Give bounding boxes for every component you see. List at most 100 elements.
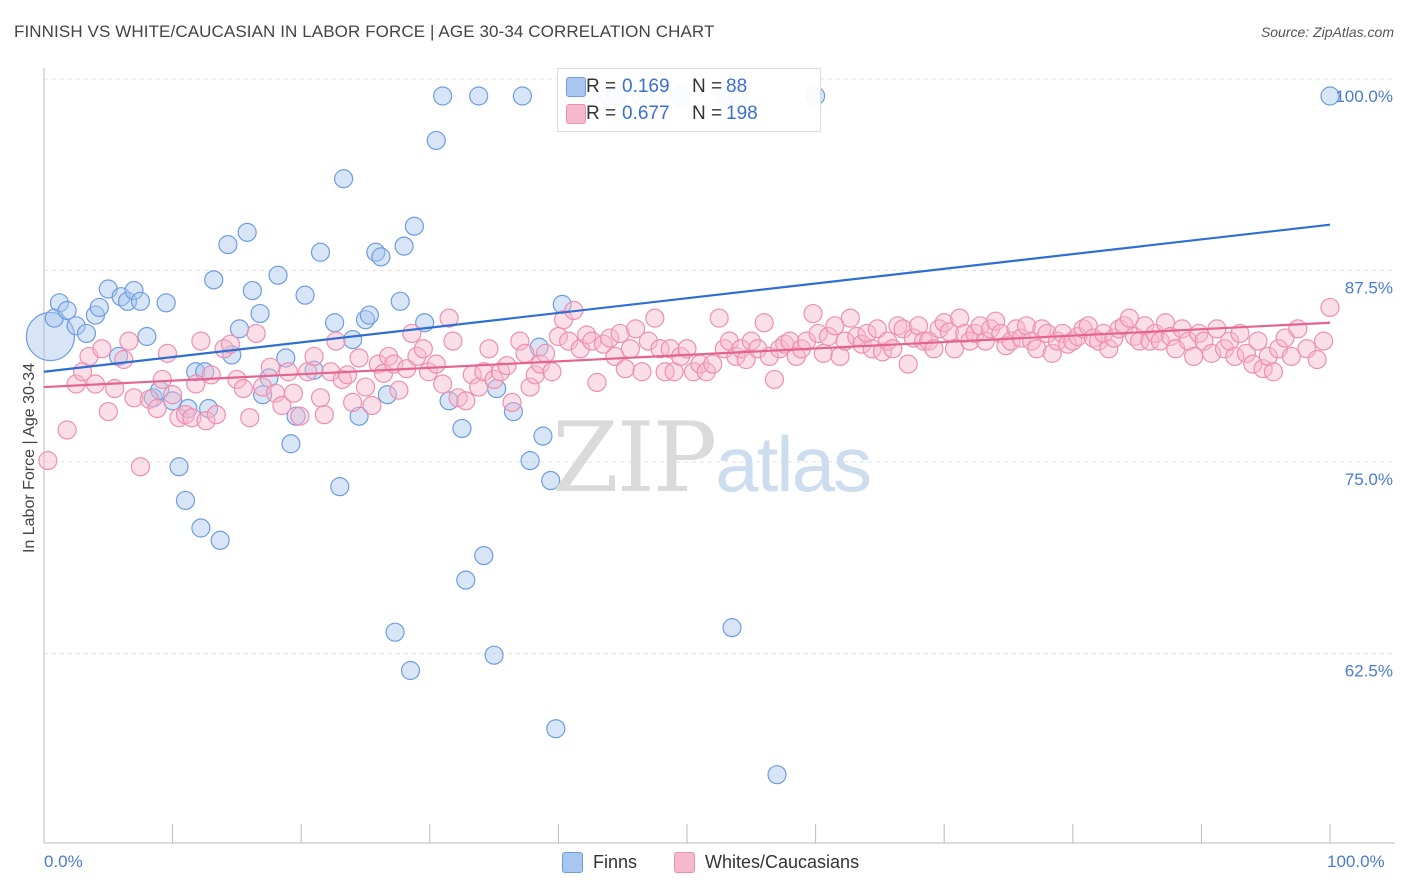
whites-point [934,313,954,333]
finns-point [57,300,77,321]
y-tick-labels: 62.5% 75.0% 87.5% 100.0% [1335,87,1393,681]
whites-point [888,316,908,336]
finns-point [400,660,421,681]
whites-point [57,420,77,440]
whites-point [525,365,545,385]
whites-point [1119,308,1139,328]
whites-trend-line [43,321,1331,389]
y-tick-label: 87.5% [1345,279,1393,298]
whites-point [754,313,774,333]
whites-point [908,316,929,336]
whites-point [703,354,723,374]
whites-point [852,334,872,354]
whites-point [368,354,388,374]
legend-item-finns[interactable]: Finns [562,852,637,873]
whites-point [986,311,1006,331]
finns-point [268,265,288,285]
finns-point [169,457,189,477]
finns-point [377,385,397,405]
finns-point [474,545,494,566]
whites-point [355,377,376,397]
whites-point [535,343,556,363]
whites-point [114,349,134,370]
whites-point [157,343,178,363]
whites-point [290,406,310,426]
whites-point [314,405,334,425]
n-value: 88 [726,76,748,97]
whites-swatch [566,104,586,124]
whites-point [1027,339,1047,359]
whites-point [407,346,427,367]
stats-legend: R = 0.169 N = 88 R = 0.677 N = 198 [557,68,821,132]
finns-point [330,477,350,497]
y-tick-label: 62.5% [1345,662,1393,681]
finns-legend-swatch [562,852,583,873]
whites-point [840,308,860,328]
whites-point [605,346,625,367]
finns-point [124,280,144,301]
whites-point [1307,349,1327,370]
whites-point [484,369,504,390]
whites-point [456,391,476,411]
whites-point [764,369,785,390]
whites-point [152,369,172,390]
whites-point [796,331,817,351]
finns-point [25,311,76,362]
whites-point [272,395,292,416]
finns-point [191,518,211,538]
finns-point [1320,86,1340,106]
finns-point [404,216,424,236]
whites-point [645,308,665,328]
whites-point [803,303,823,324]
r-label: R = [586,103,617,124]
whites-point [389,380,409,400]
finns-point [452,418,472,439]
whites-point [825,316,845,336]
whites-point [413,339,433,359]
whites-point [1099,339,1119,359]
finns-point [426,130,446,151]
finns-point [546,719,566,739]
whites-point [1016,316,1037,336]
finns-point [433,86,453,106]
whites-point [98,401,118,422]
source-label: Source: ZipAtlas.com [1260,24,1394,40]
whites-point [474,362,494,382]
whites-point [182,408,202,428]
whites-point [448,388,468,408]
r-value: 0.677 [622,103,670,124]
whites-point [1042,343,1062,363]
whites-point [660,339,680,359]
whites-point [1243,354,1263,374]
whites-point [530,354,550,374]
whites-point [924,339,944,359]
whites-point [283,383,304,403]
finns-point [137,326,157,347]
whites-point [741,331,761,351]
whites-point [201,365,221,385]
whites-point [510,331,530,351]
chart-title: FINNISH VS WHITE/CAUCASIAN IN LABOR FORC… [14,22,715,41]
n-label: N = [692,76,723,97]
whites-point [515,343,535,363]
whites-point [304,346,324,367]
finns-point [242,280,262,301]
finns-point [343,329,363,350]
finns-point [359,305,379,325]
finns-point [281,434,301,454]
whites-point [587,372,607,393]
finns-point [130,291,151,311]
whites-point [191,331,211,351]
finns-point [484,645,504,665]
y-tick-label: 75.0% [1345,470,1393,489]
whites-point [867,319,887,339]
finns-point [66,316,86,336]
whites-point [1184,346,1204,367]
whites-point [402,323,422,344]
whites-point [337,365,358,385]
whites-point [696,362,716,382]
legend-item-whites[interactable]: Whites/Caucasians [674,852,859,873]
whites-point [542,362,562,382]
stats-row-whites: R = 0.677 N = 198 [566,101,758,127]
r-label: R = [586,76,617,97]
